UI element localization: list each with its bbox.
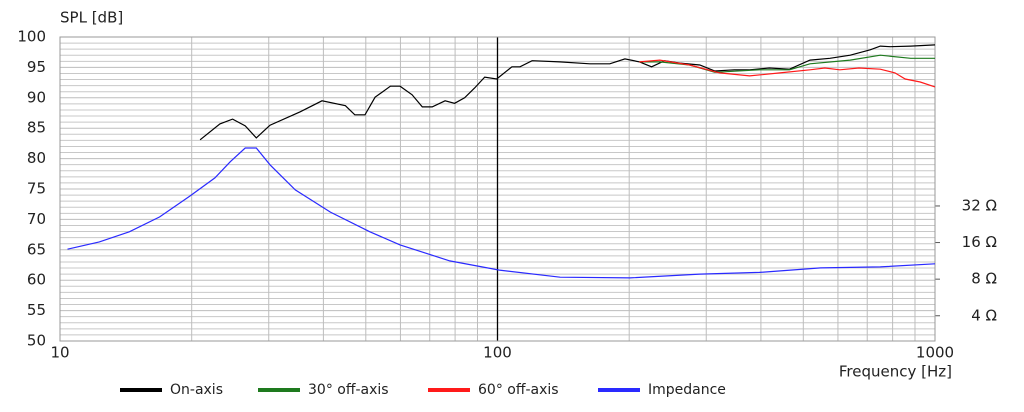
legend-label: Impedance	[648, 382, 726, 398]
y-tick-label: 60	[27, 271, 46, 289]
x-tick-label: 100	[483, 344, 512, 362]
y-tick-label: 75	[27, 180, 46, 198]
y-tick-label: 65	[27, 240, 46, 258]
legend-label: 30° off-axis	[308, 382, 389, 398]
y-tick-label: 55	[27, 301, 46, 319]
legend-label: On-axis	[170, 382, 223, 398]
legend-label: 60° off-axis	[478, 382, 559, 398]
y2-tick-label: 8 Ω	[971, 270, 997, 288]
y-axis-label: SPL [dB]	[60, 9, 123, 27]
y2-tick-label: 16 Ω	[962, 233, 997, 251]
y-tick-label: 100	[17, 28, 46, 46]
x-axis-label: Frequency [Hz]	[839, 363, 952, 381]
series-line	[639, 59, 936, 88]
y-tick-label: 50	[27, 332, 46, 350]
x-tick-label: 1000	[916, 344, 954, 362]
x-tick-label: 10	[50, 344, 69, 362]
series-line	[67, 147, 936, 279]
y2-tick-label: 32 Ω	[962, 196, 997, 214]
y-tick-label: 95	[27, 58, 46, 76]
y-tick-label: 70	[27, 210, 46, 228]
plot-frame	[59, 36, 936, 342]
y2-tick-label: 4 Ω	[971, 306, 997, 324]
y-tick-label: 90	[27, 88, 46, 106]
y-tick-label: 85	[27, 119, 46, 137]
series-line	[199, 44, 936, 141]
y-tick-label: 80	[27, 149, 46, 167]
